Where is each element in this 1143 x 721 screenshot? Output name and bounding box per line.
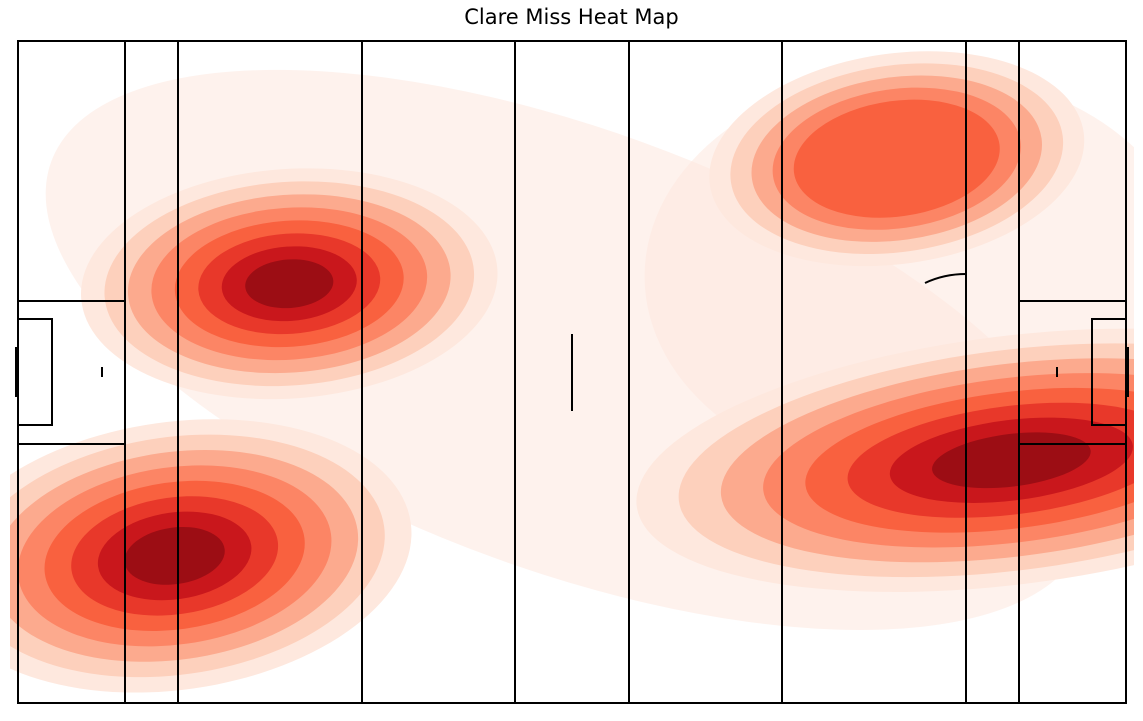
hotspot-3 xyxy=(636,328,1134,592)
density-contour xyxy=(793,99,1000,218)
small-box-left xyxy=(17,318,53,426)
hotspot-1 xyxy=(81,168,498,400)
arc-right xyxy=(924,273,967,284)
hotspot-4 xyxy=(709,51,1085,267)
small-box-right xyxy=(1091,318,1127,426)
density-contour xyxy=(932,432,1091,489)
pitch-markings xyxy=(15,40,1129,704)
density-contour xyxy=(124,526,225,585)
chart-title: Clare Miss Heat Map xyxy=(464,5,679,29)
hotspot-2 xyxy=(10,419,412,693)
density-contour xyxy=(245,259,334,309)
